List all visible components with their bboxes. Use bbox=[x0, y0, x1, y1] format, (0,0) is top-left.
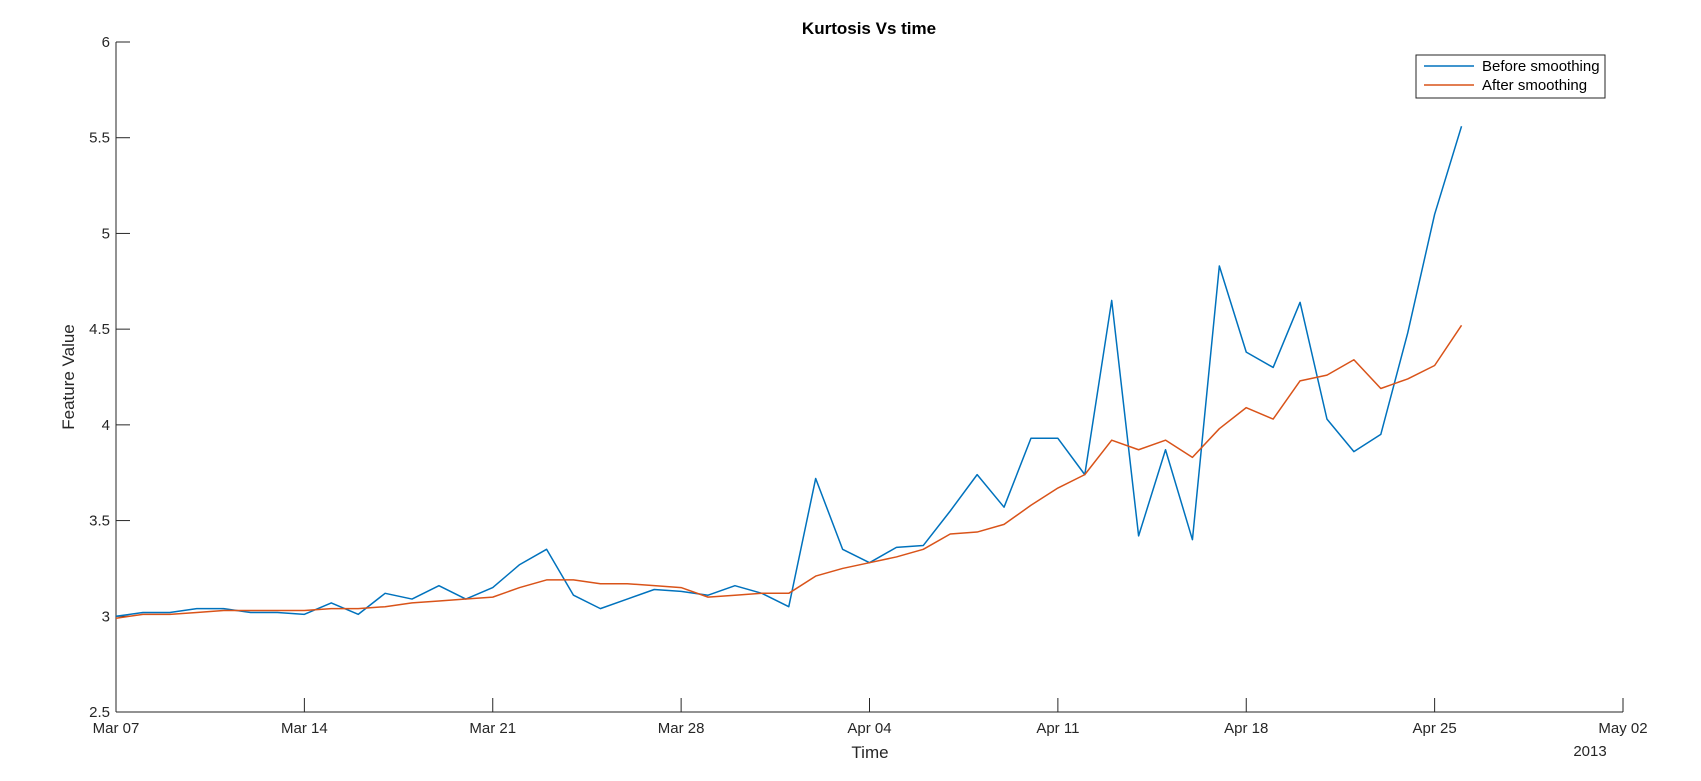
x-tick-label: May 02 bbox=[1598, 720, 1647, 737]
y-tick-label: 2.5 bbox=[89, 704, 110, 721]
legend-box bbox=[1415, 54, 1606, 99]
series-line-before-smoothing bbox=[115, 126, 1463, 618]
axes bbox=[115, 42, 1623, 713]
y-axis-label: Feature Value bbox=[59, 324, 78, 430]
chart-title: Kurtosis Vs time bbox=[802, 19, 936, 38]
x-tick-label: Mar 28 bbox=[658, 720, 705, 737]
x-tick-label: Mar 21 bbox=[469, 720, 516, 737]
y-tick-label: 3.5 bbox=[89, 513, 110, 530]
legend-entry-after-smoothing: After smoothing bbox=[1482, 77, 1587, 94]
y-tick-label: 6 bbox=[102, 34, 110, 51]
series-layer bbox=[115, 126, 1463, 619]
legend: Before smoothing After smoothing bbox=[1415, 54, 1606, 99]
y-tick-label: 3 bbox=[102, 608, 110, 625]
y-axis-ticks: 2.5 3 3.5 4 4.5 5 5.5 6 bbox=[89, 34, 130, 721]
y-tick-label: 5.5 bbox=[89, 130, 110, 147]
legend-entry-before-smoothing: Before smoothing bbox=[1482, 58, 1600, 75]
x-tick-label: Apr 04 bbox=[847, 720, 891, 737]
y-tick-label: 4 bbox=[102, 417, 110, 434]
series-line-after-smoothing bbox=[115, 324, 1463, 619]
x-tick-label: Mar 14 bbox=[281, 720, 328, 737]
x-tick-label: Apr 25 bbox=[1413, 720, 1457, 737]
y-tick-label: 4.5 bbox=[89, 321, 110, 338]
x-axis-ticks: Mar 07 Mar 14 Mar 21 Mar 28 Apr 04 Apr 11 Apr … bbox=[93, 698, 1648, 737]
x-axis-label: Time bbox=[851, 743, 888, 762]
x-tick-label: Apr 11 bbox=[1036, 720, 1079, 737]
x-axis-year-label: 2013 bbox=[1573, 743, 1606, 760]
y-tick-label: 5 bbox=[102, 225, 110, 242]
x-tick-label: Apr 18 bbox=[1224, 720, 1268, 737]
x-tick-label: Mar 07 bbox=[93, 720, 140, 737]
